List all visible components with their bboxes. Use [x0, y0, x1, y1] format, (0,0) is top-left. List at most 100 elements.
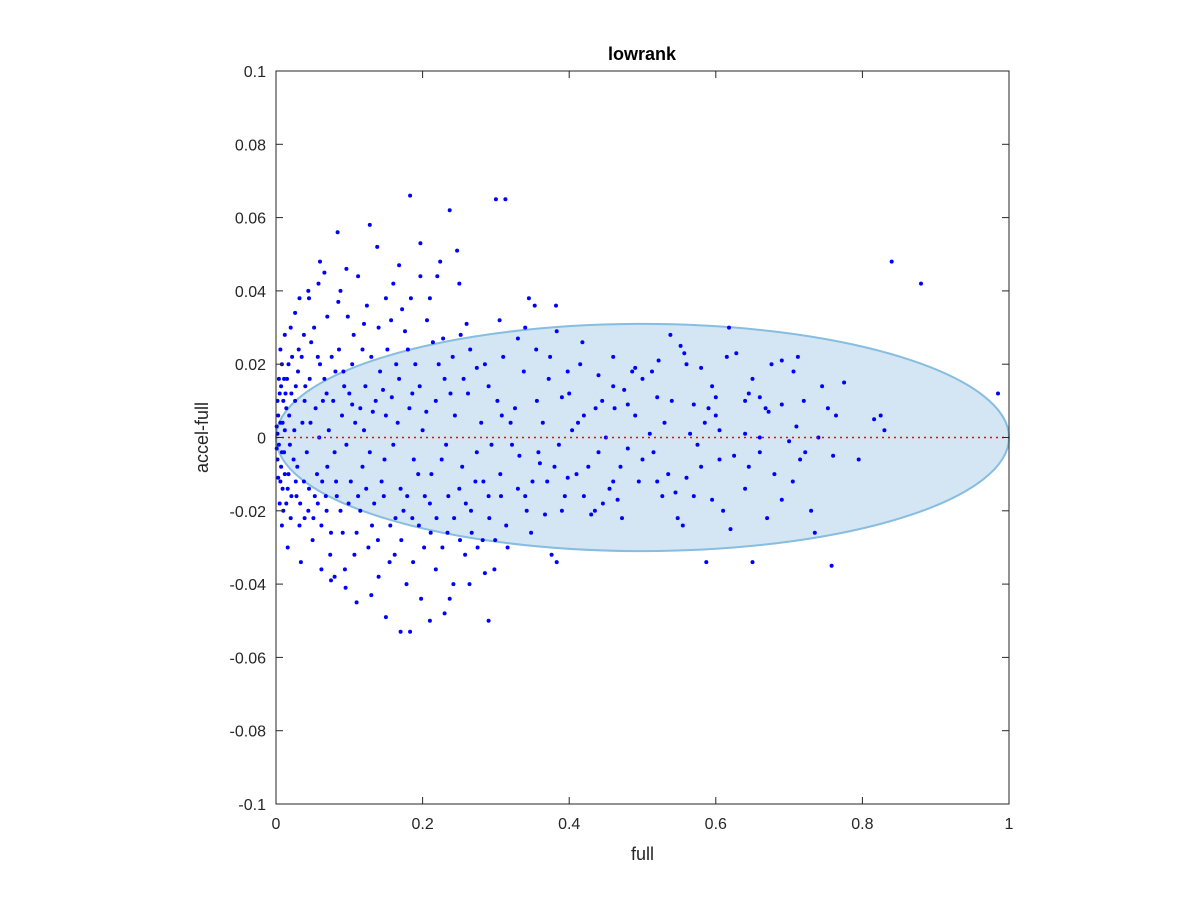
data-point	[435, 274, 440, 279]
data-point	[611, 354, 616, 359]
data-point	[333, 369, 338, 374]
data-point	[358, 406, 363, 411]
data-point	[373, 398, 378, 403]
data-point	[593, 406, 598, 411]
data-point	[397, 376, 402, 381]
data-point	[713, 395, 718, 400]
data-point	[882, 428, 887, 433]
data-point	[419, 596, 424, 601]
data-point	[285, 545, 290, 550]
data-point	[338, 508, 343, 513]
data-point	[366, 545, 371, 550]
data-point	[559, 508, 564, 513]
data-point	[504, 523, 509, 528]
data-point	[554, 560, 559, 565]
data-point	[290, 354, 295, 359]
data-point	[369, 354, 374, 359]
data-point	[318, 362, 322, 367]
data-point	[408, 193, 413, 198]
data-point	[825, 406, 830, 411]
data-point	[298, 560, 303, 565]
data-point	[468, 347, 473, 352]
data-point	[307, 296, 311, 301]
data-point	[274, 424, 279, 429]
data-point	[436, 362, 441, 367]
data-point	[307, 486, 311, 491]
data-point	[394, 362, 399, 367]
data-point	[809, 508, 814, 513]
data-point	[576, 420, 580, 425]
data-point	[630, 369, 635, 374]
data-point	[315, 354, 320, 359]
data-point	[434, 516, 439, 521]
data-point	[418, 274, 423, 279]
data-point	[666, 472, 671, 477]
data-point	[399, 538, 404, 543]
data-point	[381, 387, 385, 392]
data-point	[578, 362, 583, 367]
data-point	[554, 329, 559, 334]
data-point	[279, 523, 284, 528]
data-point	[691, 494, 696, 499]
data-point	[342, 567, 347, 572]
data-point	[750, 560, 755, 565]
data-point	[556, 442, 561, 447]
data-point	[567, 391, 572, 396]
data-point	[717, 428, 722, 433]
data-point	[383, 296, 388, 301]
data-point	[545, 479, 550, 484]
data-point	[486, 494, 491, 499]
data-point	[750, 376, 755, 381]
data-point	[523, 494, 528, 499]
data-point	[315, 472, 319, 477]
data-point	[442, 611, 447, 616]
data-point	[487, 516, 492, 521]
data-point	[493, 197, 498, 202]
data-point	[699, 365, 704, 370]
data-point	[482, 571, 487, 576]
y-tick-label: 0.08	[235, 137, 266, 154]
data-point	[615, 497, 620, 502]
data-point	[382, 457, 387, 462]
data-point	[428, 530, 433, 535]
data-point	[296, 347, 301, 352]
data-point	[600, 501, 605, 506]
data-point	[620, 516, 624, 521]
y-tick-label: -0.06	[230, 650, 267, 667]
data-point	[534, 347, 539, 352]
data-point	[358, 508, 363, 513]
data-point	[296, 369, 300, 374]
data-point	[475, 545, 480, 550]
data-point	[291, 457, 296, 462]
data-point	[281, 508, 286, 513]
data-point	[350, 402, 355, 407]
data-point	[710, 497, 715, 502]
data-point	[367, 450, 372, 455]
data-point	[706, 406, 711, 411]
data-point	[820, 384, 825, 389]
y-tick-label: 0.06	[235, 211, 266, 228]
data-point	[856, 457, 861, 462]
data-point	[618, 464, 623, 469]
data-point	[505, 545, 510, 550]
data-point	[834, 413, 838, 418]
data-point	[395, 420, 400, 425]
data-point	[347, 391, 352, 396]
y-axis-label: accel-full	[192, 402, 212, 473]
data-point	[438, 259, 443, 264]
data-point	[559, 395, 564, 400]
y-tick-label: 0.02	[235, 357, 266, 374]
data-point	[353, 420, 358, 425]
data-point	[289, 494, 294, 499]
data-point	[393, 516, 398, 521]
data-point	[422, 494, 427, 499]
data-point	[878, 413, 883, 418]
data-point	[313, 406, 318, 411]
data-point	[281, 398, 286, 403]
data-point	[372, 501, 377, 506]
data-point	[526, 296, 531, 301]
data-point	[364, 486, 369, 491]
data-point	[298, 501, 303, 506]
y-tick-label: -0.04	[230, 577, 267, 594]
